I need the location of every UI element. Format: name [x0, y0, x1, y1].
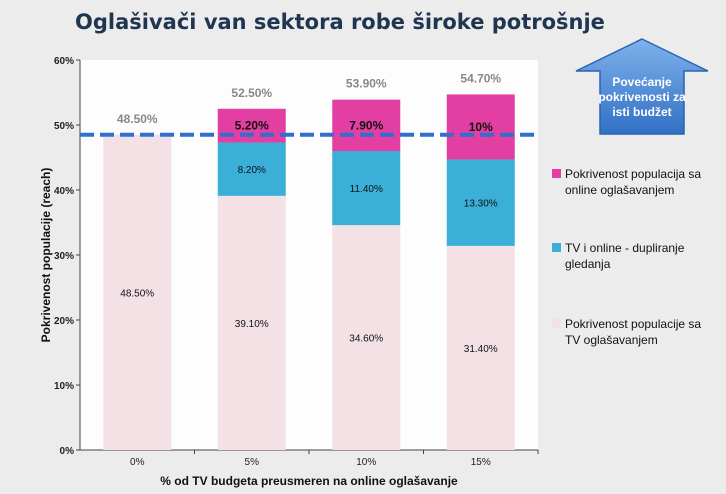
y-tick-label: 50% [54, 121, 74, 132]
x-axis-title: % od TV budgeta preusmeren na online ogl… [160, 474, 458, 488]
bar-segment [446, 94, 515, 160]
bar-segment [446, 159, 515, 246]
bar-segment [332, 225, 401, 450]
total-label: 48.50% [117, 112, 158, 126]
bar-segment [217, 195, 286, 450]
data-label: 13.30% [464, 199, 498, 210]
bar-segment [446, 245, 515, 450]
y-tick-label: 60% [54, 56, 74, 67]
data-label: 7.90% [349, 118, 383, 132]
x-tick-label: 15% [471, 457, 491, 468]
legend-swatch-tv [552, 319, 561, 328]
data-label: 39.10% [235, 319, 269, 330]
legend-label-overlap: TV i online - dupliranje gledanja [565, 241, 685, 271]
data-label: 10% [469, 120, 493, 134]
callout-arrow: Povećanje pokrivenosti za isti budžet [572, 37, 712, 137]
y-axis-title: Pokrivenost populacije (reach) [39, 168, 53, 343]
data-label: 8.20% [238, 165, 266, 176]
y-tick-label: 40% [54, 186, 74, 197]
data-label: 11.40% [350, 184, 383, 195]
bar-segment [332, 99, 401, 151]
y-tick-label: 0% [60, 446, 75, 457]
callout-text: Povećanje pokrivenosti za isti budžet [598, 75, 686, 119]
x-tick-label: 5% [245, 457, 260, 468]
total-label: 54.70% [460, 71, 501, 85]
bar-segment [103, 134, 172, 450]
y-tick-label: 30% [54, 251, 74, 262]
bar-segment [217, 108, 286, 143]
up-arrow-icon [575, 38, 709, 135]
legend-label-tv: Pokrivenost populacije sa TV oglašavanje… [565, 317, 702, 347]
y-tick-label: 10% [54, 381, 74, 392]
total-label: 53.90% [346, 77, 387, 91]
legend-swatch-online [552, 169, 561, 178]
data-label: 31.40% [464, 344, 498, 355]
total-label: 52.50% [231, 86, 272, 100]
x-tick-label: 0% [130, 457, 145, 468]
page-title: Oglašivači van sektora robe široke potro… [75, 10, 605, 34]
data-label: 34.60% [349, 334, 383, 345]
legend-swatch-overlap [552, 243, 561, 252]
x-tick-label: 10% [356, 457, 376, 468]
bar-segment [217, 142, 286, 196]
data-label: 5.20% [235, 119, 269, 133]
y-tick-label: 20% [54, 316, 74, 327]
bar-segment [332, 151, 401, 226]
data-label: 48.50% [120, 288, 154, 299]
legend-label-online: Pokrivenost populacija sa online oglašav… [565, 167, 702, 197]
